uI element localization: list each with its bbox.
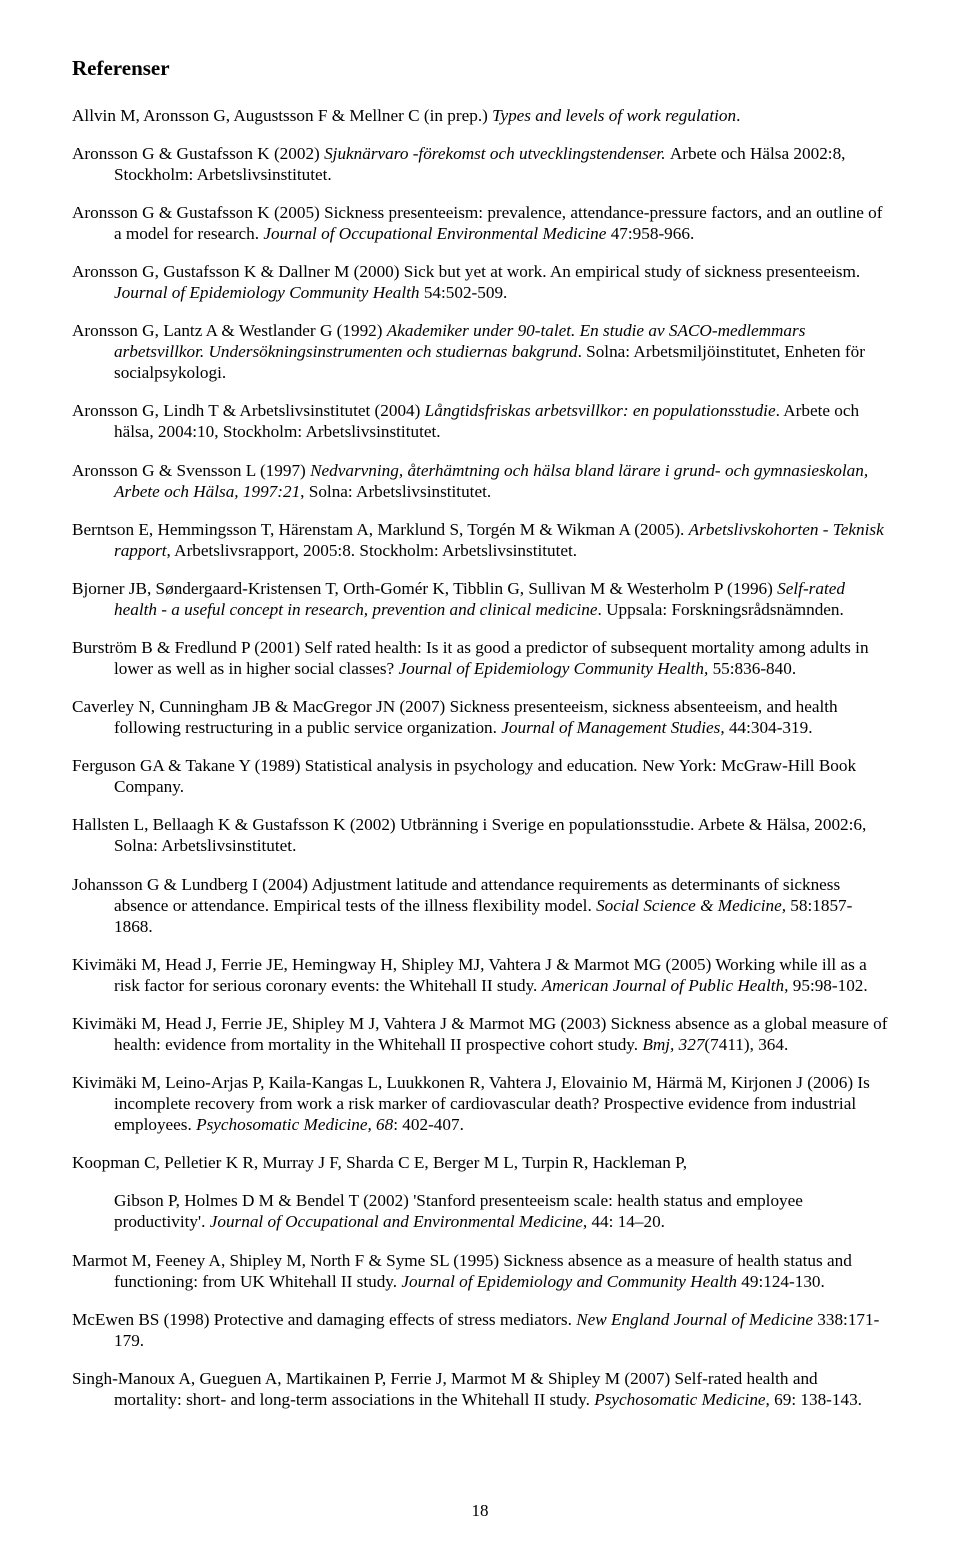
reference-entry: Kivimäki M, Head J, Ferrie JE, Shipley M… bbox=[72, 1014, 888, 1056]
reference-entry: Ferguson GA & Takane Y (1989) Statistica… bbox=[72, 756, 888, 798]
reference-entry: Koopman C, Pelletier K R, Murray J F, Sh… bbox=[72, 1153, 888, 1174]
reference-entry: Gibson P, Holmes D M & Bendel T (2002) '… bbox=[72, 1191, 888, 1233]
reference-entry: Aronsson G, Lindh T & Arbetslivsinstitut… bbox=[72, 401, 888, 443]
reference-entry: Aronsson G & Gustafsson K (2005) Sicknes… bbox=[72, 203, 888, 245]
reference-entry: Singh-Manoux A, Gueguen A, Martikainen P… bbox=[72, 1369, 888, 1411]
reference-entry: Aronsson G, Gustafsson K & Dallner M (20… bbox=[72, 262, 888, 304]
page-title: Referenser bbox=[72, 56, 888, 82]
reference-entry: Kivimäki M, Head J, Ferrie JE, Hemingway… bbox=[72, 955, 888, 997]
reference-entry: Burström B & Fredlund P (2001) Self rate… bbox=[72, 638, 888, 680]
page-number: 18 bbox=[0, 1501, 960, 1522]
reference-entry: Caverley N, Cunningham JB & MacGregor JN… bbox=[72, 697, 888, 739]
reference-entry: Bjorner JB, Søndergaard-Kristensen T, Or… bbox=[72, 579, 888, 621]
reference-entry: McEwen BS (1998) Protective and damaging… bbox=[72, 1310, 888, 1352]
reference-entry: Aronsson G & Svensson L (1997) Nedvarvni… bbox=[72, 461, 888, 503]
reference-entry: Aronsson G & Gustafsson K (2002) Sjuknär… bbox=[72, 144, 888, 186]
reference-entry: Kivimäki M, Leino-Arjas P, Kaila-Kangas … bbox=[72, 1073, 888, 1136]
reference-entry: Berntson E, Hemmingsson T, Härenstam A, … bbox=[72, 520, 888, 562]
reference-entry: Johansson G & Lundberg I (2004) Adjustme… bbox=[72, 875, 888, 938]
reference-entry: Allvin M, Aronsson G, Augustsson F & Mel… bbox=[72, 106, 888, 127]
reference-entry: Marmot M, Feeney A, Shipley M, North F &… bbox=[72, 1251, 888, 1293]
reference-entry: Aronsson G, Lantz A & Westlander G (1992… bbox=[72, 321, 888, 384]
reference-list: Allvin M, Aronsson G, Augustsson F & Mel… bbox=[72, 106, 888, 1411]
reference-entry: Hallsten L, Bellaagh K & Gustafsson K (2… bbox=[72, 815, 888, 857]
